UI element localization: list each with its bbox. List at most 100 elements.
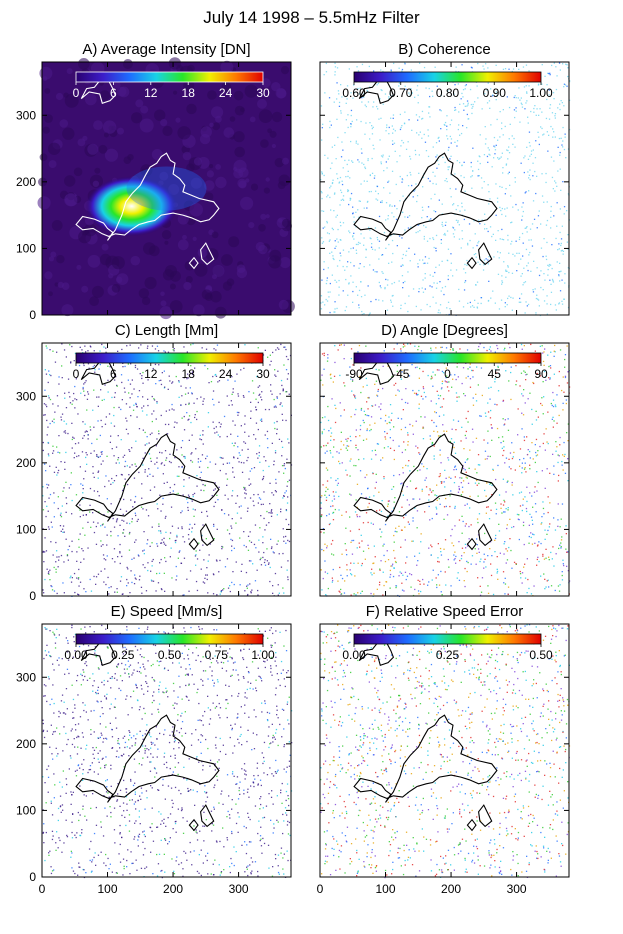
data-pixel	[423, 235, 425, 238]
data-pixel	[479, 223, 481, 225]
data-pixel	[142, 550, 144, 552]
data-pixel	[258, 445, 261, 447]
data-pixel	[55, 571, 57, 573]
data-pixel	[117, 793, 119, 795]
data-pixel	[490, 574, 493, 577]
data-pixel	[356, 119, 358, 121]
data-pixel	[544, 529, 546, 531]
data-pixel	[482, 65, 484, 67]
data-pixel	[538, 560, 540, 563]
data-pixel	[321, 171, 323, 173]
data-pixel	[199, 549, 201, 551]
data-pixel	[331, 581, 333, 583]
data-pixel	[326, 515, 328, 517]
data-pixel	[452, 378, 454, 380]
data-pixel	[512, 206, 514, 208]
data-pixel	[462, 306, 465, 308]
data-pixel	[64, 397, 66, 399]
data-pixel	[412, 288, 415, 290]
data-pixel	[552, 281, 555, 283]
data-pixel	[544, 88, 546, 90]
data-pixel	[445, 178, 448, 180]
data-pixel	[162, 503, 164, 505]
data-pixel	[526, 500, 528, 503]
data-pixel	[509, 346, 511, 349]
data-pixel	[443, 414, 445, 416]
data-pixel	[407, 227, 410, 229]
data-pixel	[536, 372, 538, 375]
data-pixel	[74, 591, 76, 594]
data-pixel	[489, 107, 491, 109]
data-pixel	[283, 536, 285, 538]
data-pixel	[390, 70, 392, 72]
data-pixel	[416, 132, 418, 134]
data-pixel	[487, 555, 489, 557]
data-pixel	[183, 777, 185, 780]
data-pixel	[544, 279, 546, 281]
data-pixel	[56, 556, 58, 558]
data-pixel	[548, 263, 551, 266]
data-pixel	[409, 480, 412, 482]
data-pixel	[549, 279, 551, 281]
data-pixel	[276, 428, 278, 430]
data-pixel	[200, 471, 202, 473]
data-pixel	[540, 542, 542, 545]
data-pixel	[374, 175, 376, 177]
data-pixel	[422, 259, 424, 261]
data-pixel	[243, 396, 245, 398]
data-pixel	[96, 700, 98, 702]
data-pixel	[389, 576, 391, 578]
data-pixel	[536, 267, 538, 269]
data-pixel	[126, 695, 128, 697]
data-pixel	[418, 452, 420, 454]
data-pixel	[131, 521, 133, 523]
data-pixel	[407, 271, 409, 273]
data-pixel	[370, 592, 372, 595]
data-pixel	[419, 229, 421, 232]
data-pixel	[512, 253, 514, 255]
data-pixel	[449, 308, 451, 310]
data-pixel	[163, 387, 166, 389]
intensity-pixel	[54, 282, 59, 287]
data-pixel	[143, 707, 145, 710]
data-pixel	[541, 83, 543, 85]
data-pixel	[515, 240, 517, 242]
data-pixel	[502, 478, 504, 480]
data-pixel	[431, 377, 433, 379]
data-pixel	[494, 369, 497, 371]
data-pixel	[229, 375, 231, 377]
data-pixel	[372, 523, 374, 525]
data-pixel	[360, 564, 363, 567]
data-pixel	[479, 560, 481, 563]
data-pixel	[232, 490, 234, 492]
data-pixel	[452, 226, 454, 228]
data-pixel	[268, 867, 270, 869]
data-pixel	[320, 502, 322, 504]
data-pixel	[207, 695, 209, 697]
data-pixel	[49, 349, 51, 351]
data-pixel	[378, 118, 380, 120]
data-pixel	[86, 463, 88, 465]
data-pixel	[486, 482, 488, 484]
data-pixel	[514, 181, 516, 183]
data-pixel	[422, 186, 424, 188]
data-pixel	[82, 498, 84, 500]
data-pixel	[544, 578, 546, 580]
data-pixel	[84, 534, 86, 536]
data-pixel	[472, 147, 474, 149]
data-pixel	[259, 558, 261, 561]
data-pixel	[257, 493, 259, 496]
data-pixel	[160, 463, 162, 465]
data-pixel	[172, 704, 174, 706]
data-pixel	[408, 194, 410, 197]
data-pixel	[560, 270, 562, 272]
data-pixel	[507, 239, 509, 241]
data-pixel	[519, 236, 521, 238]
data-pixel	[419, 580, 421, 582]
data-pixel	[484, 489, 486, 492]
data-pixel	[190, 459, 192, 462]
data-pixel	[323, 354, 325, 357]
data-pixel	[440, 290, 442, 292]
data-pixel	[467, 242, 469, 245]
data-pixel	[184, 457, 186, 459]
